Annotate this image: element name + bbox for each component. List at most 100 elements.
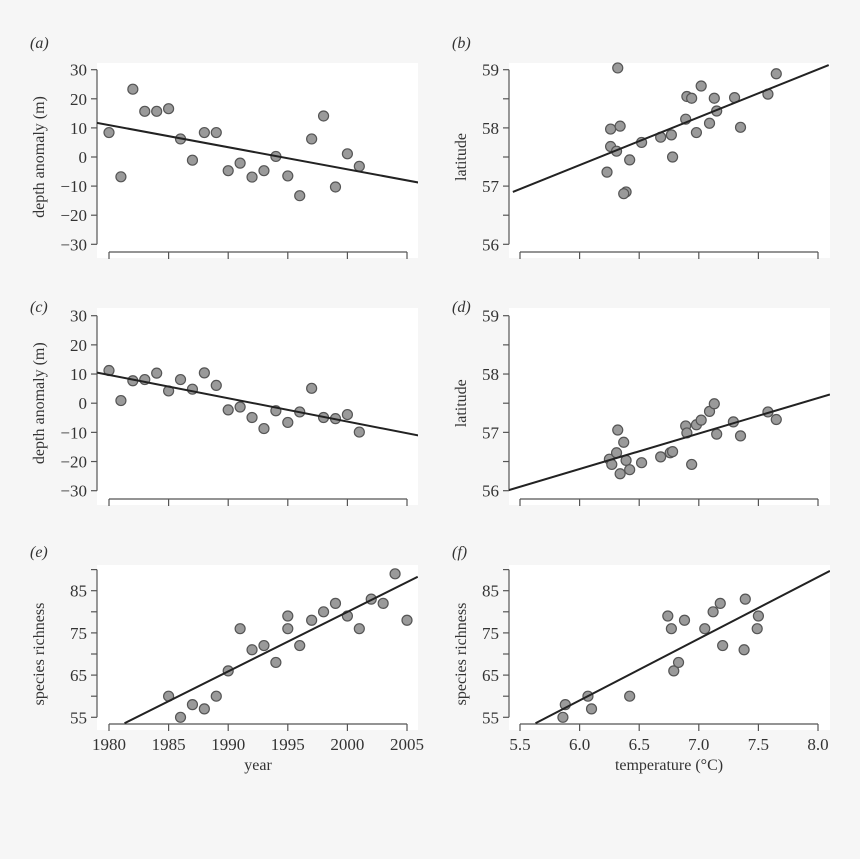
panel-label: (a) [30, 35, 49, 52]
data-point [389, 568, 401, 580]
data-point [151, 367, 163, 379]
panel-label: (b) [452, 35, 471, 52]
data-point [115, 171, 127, 183]
data-point [557, 711, 569, 723]
x-tick-label: 5.5 [509, 735, 530, 754]
data-point [624, 464, 636, 476]
data-point [258, 422, 270, 435]
data-point [198, 367, 210, 379]
data-point [139, 105, 151, 117]
data-point [341, 408, 353, 421]
data-point [666, 446, 679, 458]
data-point [678, 614, 691, 626]
data-point [353, 160, 365, 172]
data-point [329, 181, 342, 193]
data-point [222, 404, 234, 416]
data-point [222, 165, 234, 177]
y-tick-label: 85 [482, 582, 499, 601]
data-point [711, 428, 723, 440]
y-tick-label: −10 [60, 177, 87, 196]
panel-f: (f) species richness 55 65 75 85 5.5 6.0 6.5 7.0 7… [452, 544, 830, 774]
data-point [604, 123, 617, 135]
data-point [614, 120, 626, 132]
y-tick-label: −20 [60, 206, 87, 225]
x-tick-label: 1990 [211, 735, 245, 754]
y-tick-label: 30 [70, 61, 87, 80]
y-tick-label: 10 [70, 119, 87, 138]
y-axis-label: latitude [453, 133, 470, 181]
y-tick-label: 30 [70, 307, 87, 326]
data-point [699, 623, 711, 635]
panel-label: (c) [30, 299, 48, 316]
data-point [210, 690, 222, 702]
data-point [186, 154, 199, 166]
y-tick-label: 75 [70, 624, 87, 643]
panel-label: (e) [30, 544, 48, 561]
data-point [270, 656, 282, 669]
plot-area [97, 63, 418, 258]
data-point [717, 639, 729, 652]
x-tick-label: 1980 [92, 735, 126, 754]
data-point [317, 606, 330, 618]
y-tick-label: −30 [60, 482, 87, 501]
data-point [612, 424, 624, 436]
data-point [751, 623, 763, 635]
y-axis-label: depth anomaly (m) [31, 96, 48, 218]
regression-line [124, 575, 418, 725]
y-tick-label: 55 [482, 708, 499, 727]
y-tick-label: −20 [60, 453, 87, 472]
data-point [353, 623, 365, 635]
y-axis-label: species richness [31, 603, 48, 706]
x-tick-label: 2005 [390, 735, 424, 754]
y-tick-label: 59 [482, 61, 499, 80]
y-tick-label: 55 [70, 708, 87, 727]
data-point [635, 457, 648, 469]
data-point [115, 394, 127, 407]
data-point [614, 468, 626, 480]
data-point [770, 68, 782, 80]
x-tick-label: 7.5 [748, 735, 769, 754]
data-point [317, 110, 330, 122]
data-point [353, 426, 365, 438]
regression-line [509, 393, 830, 492]
y-tick-label: 75 [482, 624, 499, 643]
data-point [708, 92, 720, 104]
data-point [210, 126, 222, 139]
y-tick-label: 57 [482, 423, 500, 442]
data-point [686, 458, 698, 471]
data-point [714, 597, 726, 609]
panel-label: (f) [452, 544, 467, 561]
plot-area [97, 308, 418, 505]
data-point [174, 373, 187, 386]
data-point [151, 105, 163, 117]
data-point [690, 126, 703, 139]
data-point [707, 606, 719, 618]
x-axis-label: year [244, 757, 272, 774]
x-tick-label: 2000 [330, 735, 364, 754]
y-tick-label: 58 [482, 119, 499, 138]
y-tick-label: 10 [70, 365, 87, 384]
regression-line [97, 121, 418, 184]
y-tick-label: −10 [60, 423, 87, 442]
data-point [210, 379, 222, 392]
plot-area [509, 308, 830, 505]
data-point [294, 639, 306, 652]
regression-line [512, 64, 830, 193]
y-tick-label: 20 [70, 336, 87, 355]
data-point [282, 623, 294, 635]
data-point [601, 166, 613, 178]
x-axis-label: temperature (°C) [615, 757, 723, 774]
data-point [703, 117, 716, 129]
data-point [668, 665, 680, 677]
data-point [234, 157, 246, 169]
data-point [752, 610, 765, 622]
data-point [329, 597, 342, 609]
data-point [665, 129, 677, 141]
data-point [246, 171, 258, 183]
y-tick-label: 65 [70, 666, 87, 685]
panel-e: (e) species richness 55 65 75 85 1980 1985 1990 1… [30, 544, 424, 774]
data-point [246, 411, 258, 424]
data-point [186, 699, 199, 711]
data-point [624, 690, 636, 702]
